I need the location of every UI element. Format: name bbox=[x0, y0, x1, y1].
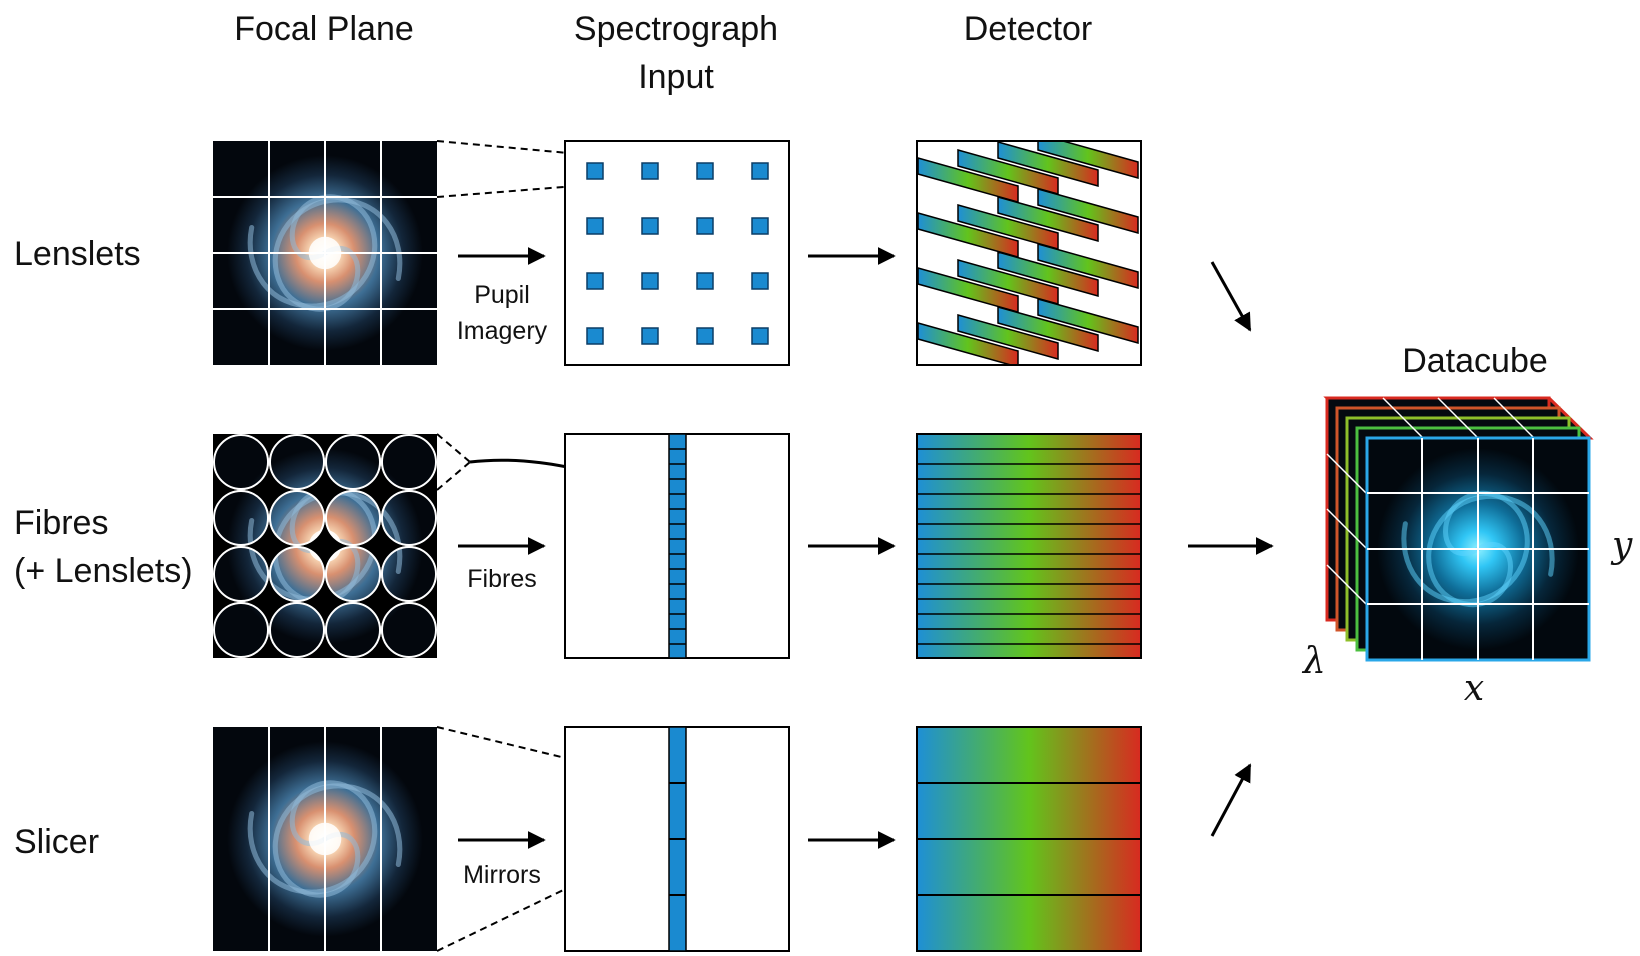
lenslets-method-label-2: Imagery bbox=[457, 317, 548, 345]
arrow-lenslets-to-datacube bbox=[1210, 261, 1252, 332]
axis-label-y: y bbox=[1610, 525, 1633, 566]
row-label-slicer: Slicer bbox=[14, 823, 99, 861]
lenslets-zoom-lines bbox=[436, 140, 766, 198]
row-label-fibres: Fibres bbox=[14, 504, 108, 542]
lenslets-detector bbox=[916, 140, 1142, 366]
datacube bbox=[1323, 396, 1594, 662]
col-header-detector: Detector bbox=[964, 10, 1093, 48]
slicer-focal-plane bbox=[213, 727, 437, 951]
axis-label-lambda: λ bbox=[1301, 641, 1326, 682]
fibres-detector bbox=[916, 433, 1142, 659]
col-header-spectrograph: Spectrograph bbox=[574, 10, 778, 48]
col-header-spectrograph-input: Input bbox=[638, 58, 714, 96]
arrow-slicer-to-datacube bbox=[1210, 763, 1252, 837]
row-label-fibres-lenslets: (+ Lenslets) bbox=[14, 552, 193, 590]
col-header-focal-plane: Focal Plane bbox=[234, 10, 414, 48]
fibres-spectrograph-input bbox=[564, 433, 790, 659]
slicer-method-label: Mirrors bbox=[463, 861, 541, 889]
lenslets-method-label: Pupil bbox=[474, 281, 530, 309]
fibres-method-label: Fibres bbox=[467, 565, 536, 593]
fibres-zoom-lines bbox=[436, 433, 471, 491]
fibres-focal-plane bbox=[213, 434, 438, 659]
lenslets-spectrograph-input bbox=[564, 140, 790, 366]
axis-label-x: x bbox=[1464, 668, 1484, 709]
slicer-detector bbox=[916, 726, 1142, 952]
row-label-lenslets: Lenslets bbox=[14, 235, 141, 273]
lenslets-focal-plane bbox=[213, 141, 437, 365]
slicer-spectrograph-input bbox=[564, 726, 790, 952]
datacube-title: Datacube bbox=[1402, 342, 1548, 380]
